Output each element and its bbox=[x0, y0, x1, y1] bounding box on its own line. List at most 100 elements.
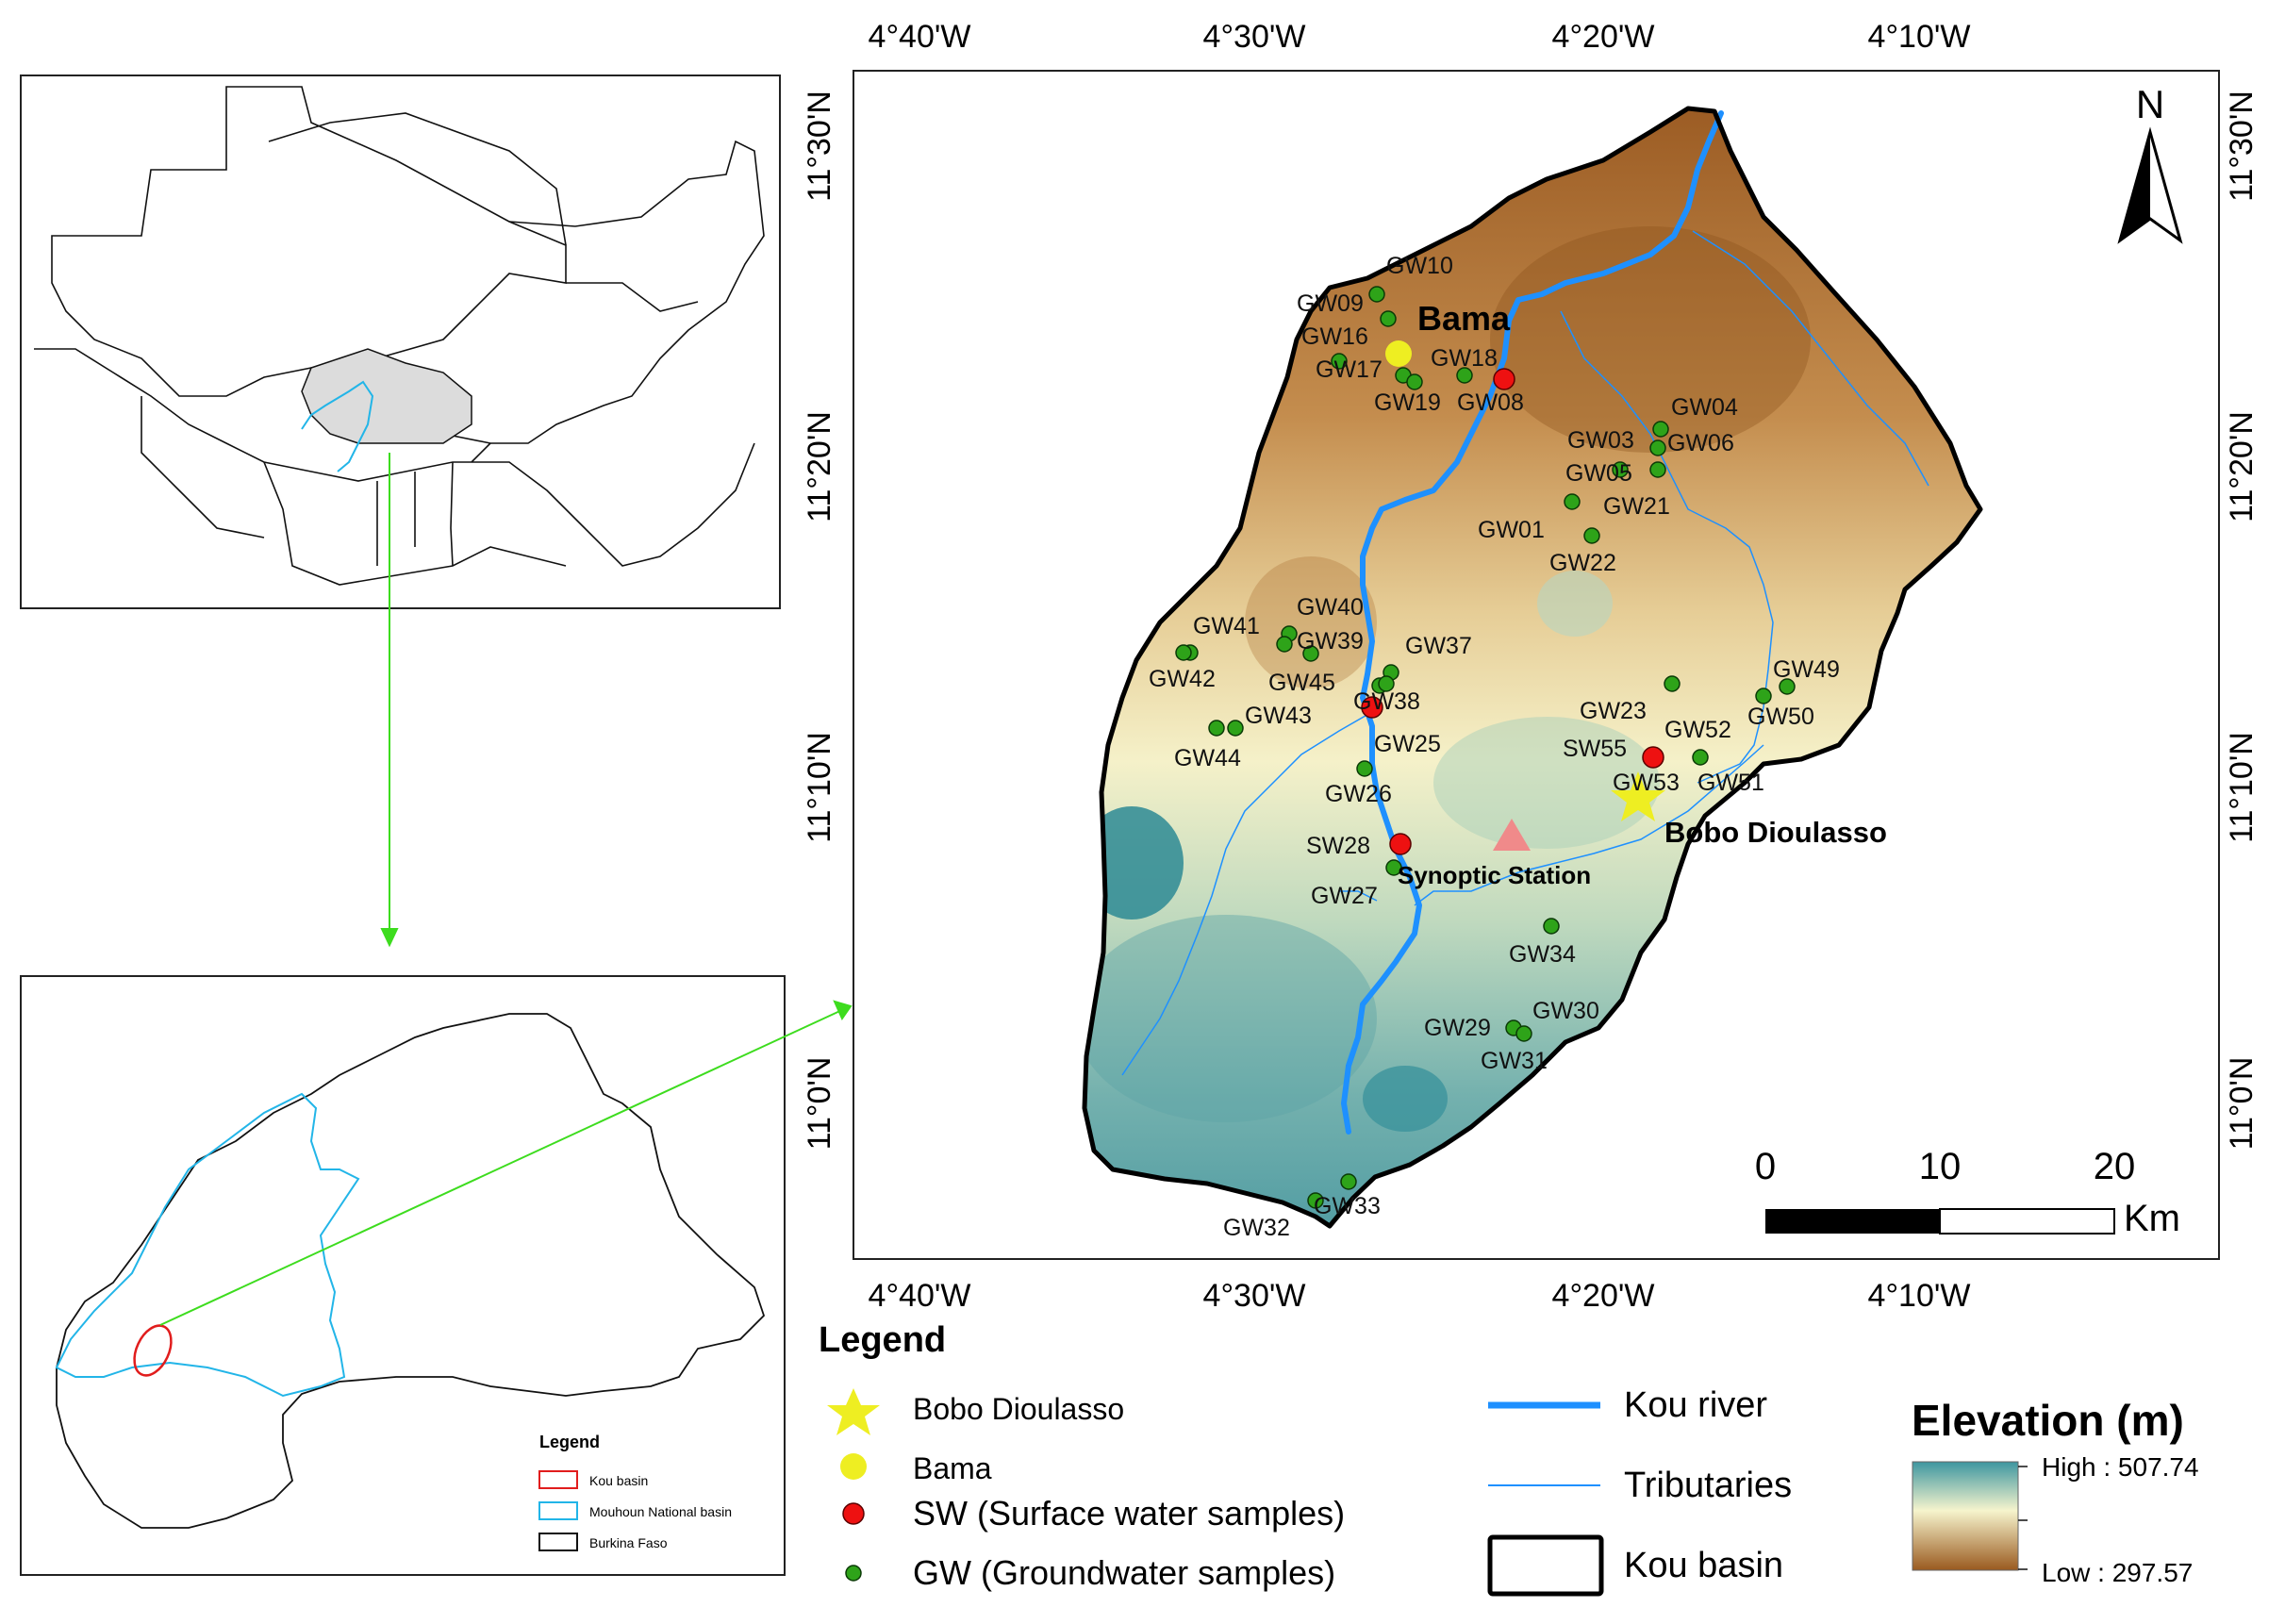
main-legend: Legend Bobo Dioulasso Bama SW (Surface w… bbox=[819, 1320, 2199, 1597]
west-africa-inset bbox=[20, 75, 781, 609]
legend-label-kou-river: Kou river bbox=[1624, 1385, 1767, 1425]
lat-label-left-3: 11°10'N bbox=[802, 732, 837, 843]
lon-label-top-4: 4°10'W bbox=[1868, 19, 1971, 55]
sample-labels: GW10 GW09 GW16 GW17 GW18 GW19 GW08 GW04 … bbox=[1149, 253, 1840, 1241]
scale-tick-10: 10 bbox=[1919, 1146, 1962, 1187]
north-label: N bbox=[2136, 82, 2164, 126]
lon-label-top-3: 4°20'W bbox=[1552, 19, 1655, 55]
sw-label: SW55 bbox=[1563, 736, 1627, 762]
inset-legend-title: Legend bbox=[539, 1433, 600, 1451]
inset-legend-swatch-kou bbox=[538, 1470, 578, 1489]
legend-label-tributaries: Tributaries bbox=[1624, 1466, 1792, 1505]
legend-label-kou-basin: Kou basin bbox=[1624, 1546, 1783, 1585]
gw-label: GW31 bbox=[1481, 1048, 1548, 1074]
legend-bama-icon bbox=[840, 1453, 867, 1480]
burkina-faso-highlight bbox=[301, 348, 472, 444]
gw-label: GW30 bbox=[1532, 998, 1599, 1024]
gw-label: GW25 bbox=[1374, 731, 1441, 757]
connector-arrows bbox=[159, 453, 853, 1326]
lat-label-right-1: 11°30'N bbox=[2224, 91, 2260, 202]
bobo-dioulasso-label: Bobo Dioulasso bbox=[1664, 816, 1887, 849]
gw-label: GW32 bbox=[1223, 1215, 1290, 1241]
gw-label: GW03 bbox=[1567, 427, 1634, 454]
gw-label: GW39 bbox=[1297, 628, 1364, 655]
lat-label-left-2: 11°20'N bbox=[802, 411, 837, 522]
gw-label: GW09 bbox=[1297, 290, 1364, 317]
lon-label-bottom-2: 4°30'W bbox=[1203, 1278, 1306, 1314]
gw-label: GW08 bbox=[1457, 389, 1524, 416]
gw-label: GW23 bbox=[1580, 698, 1647, 724]
legend-star-icon bbox=[827, 1388, 880, 1435]
gw-label: GW17 bbox=[1316, 356, 1383, 383]
lat-label-right-3: 11°10'N bbox=[2224, 732, 2260, 843]
gw-label: GW04 bbox=[1671, 394, 1738, 421]
burkina-inset: Legend Kou basin Mouhoun National basin … bbox=[20, 975, 786, 1576]
lat-label-right-4: 11°0'N bbox=[2224, 1057, 2260, 1151]
gw-points bbox=[1175, 286, 1796, 1209]
lon-label-bottom-1: 4°40'W bbox=[869, 1278, 971, 1314]
west-africa-frame bbox=[20, 75, 781, 609]
gw-label: GW41 bbox=[1193, 613, 1260, 639]
lon-label-top-2: 4°30'W bbox=[1203, 19, 1306, 55]
burkina-outline bbox=[56, 1013, 766, 1529]
scale-tick-0: 0 bbox=[1755, 1146, 1776, 1187]
legend-label-bama: Bama bbox=[913, 1451, 992, 1485]
lat-label-left-4: 11°0'N bbox=[802, 1057, 837, 1151]
gw-label: GW37 bbox=[1405, 633, 1472, 659]
gw-label: GW45 bbox=[1268, 670, 1335, 696]
inset-legend-swatch-mouhoun bbox=[538, 1501, 578, 1520]
gw-label: GW34 bbox=[1509, 941, 1576, 968]
gw-label: GW19 bbox=[1374, 389, 1441, 416]
inset-legend-label-mouhoun: Mouhoun National basin bbox=[589, 1504, 732, 1519]
gw-label: GW40 bbox=[1297, 594, 1364, 621]
legend-gw-icon bbox=[845, 1565, 862, 1582]
gw-label: GW42 bbox=[1149, 666, 1216, 692]
lon-label-bottom-3: 4°20'W bbox=[1552, 1278, 1655, 1314]
mouhoun-basin-inset-outline bbox=[301, 380, 374, 472]
north-arrow: N bbox=[2117, 82, 2183, 244]
scale-bar: 0 10 20 Km bbox=[1755, 1146, 2180, 1239]
gw-label: GW52 bbox=[1664, 717, 1731, 743]
sw-points bbox=[1361, 368, 1664, 855]
gw-label: GW21 bbox=[1603, 493, 1670, 520]
gw-label: GW05 bbox=[1565, 460, 1632, 487]
legend-label-sw: SW (Surface water samples) bbox=[913, 1494, 1345, 1533]
gw-label: GW44 bbox=[1174, 745, 1241, 771]
gw-label: GW06 bbox=[1667, 430, 1734, 456]
gw-label: GW29 bbox=[1424, 1015, 1491, 1041]
gw-label: GW22 bbox=[1549, 550, 1616, 576]
bama-label: Bama bbox=[1417, 299, 1511, 338]
gw-label: GW16 bbox=[1301, 323, 1368, 350]
legend-title: Legend bbox=[819, 1320, 946, 1360]
gw-label: GW18 bbox=[1431, 345, 1498, 372]
gw-label: GW10 bbox=[1386, 253, 1453, 279]
gw-label: GW50 bbox=[1747, 704, 1814, 730]
kou-river bbox=[1341, 110, 1724, 1135]
gw-label: GW33 bbox=[1314, 1193, 1381, 1219]
elevation-low-label: Low : 297.57 bbox=[2042, 1558, 2193, 1587]
legend-label-gw: GW (Groundwater samples) bbox=[913, 1553, 1335, 1592]
inset-legend-label-kou: Kou basin bbox=[589, 1473, 648, 1488]
scale-tick-20: 20 bbox=[2094, 1146, 2136, 1187]
lon-label-top-1: 4°40'W bbox=[869, 19, 971, 55]
gw-label: GW26 bbox=[1325, 781, 1392, 807]
lat-label-right-2: 11°20'N bbox=[2224, 411, 2260, 522]
elevation-title: Elevation (m) bbox=[1912, 1396, 2184, 1445]
synoptic-station-label: Synoptic Station bbox=[1398, 861, 1591, 889]
main-map: 4°40'W 4°30'W 4°20'W 4°10'W 4°40'W 4°30'… bbox=[802, 19, 2260, 1314]
legend-kou-basin-icon bbox=[1487, 1534, 1604, 1597]
gw-label: GW49 bbox=[1773, 656, 1840, 683]
legend-label-bobo: Bobo Dioulasso bbox=[913, 1392, 1124, 1426]
scale-unit: Km bbox=[2124, 1198, 2180, 1239]
sw-label: SW28 bbox=[1306, 833, 1370, 859]
mouhoun-basin-outline bbox=[55, 1092, 360, 1398]
bobo-dioulasso-star-icon bbox=[1611, 771, 1665, 821]
lat-label-left-1: 11°30'N bbox=[802, 91, 837, 202]
gw-label: GW53 bbox=[1613, 770, 1680, 796]
elevation-high-label: High : 507.74 bbox=[2042, 1452, 2199, 1482]
elevation-colorbar bbox=[1912, 1461, 2019, 1571]
lon-label-bottom-4: 4°10'W bbox=[1868, 1278, 1971, 1314]
gw-label: GW38 bbox=[1353, 688, 1420, 715]
gw-label: GW27 bbox=[1311, 883, 1378, 909]
synoptic-station-icon bbox=[1493, 819, 1531, 851]
